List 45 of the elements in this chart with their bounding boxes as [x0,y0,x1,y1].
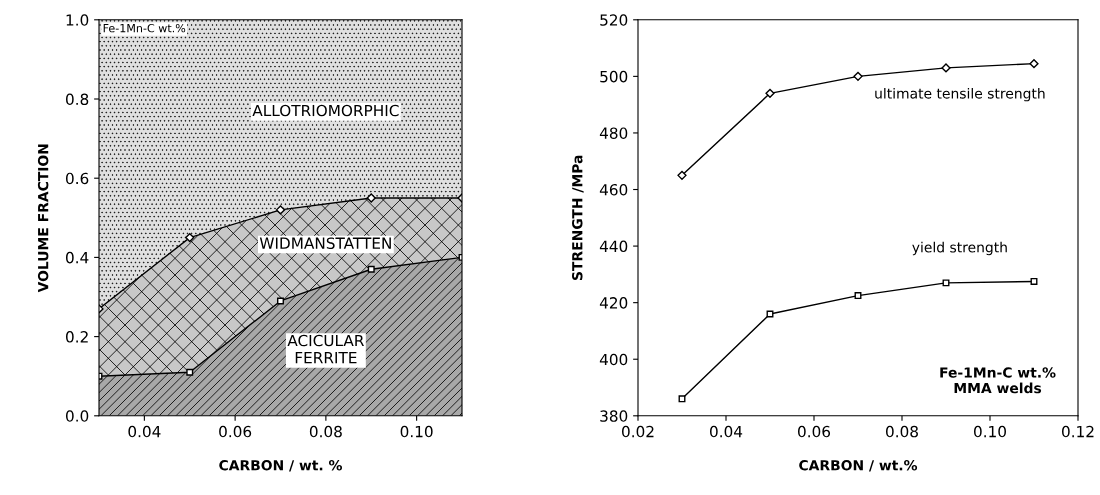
x-axis-title: CARBON / wt. % [219,460,343,472]
point [854,292,862,300]
x-tick-label: 0.04 [128,425,161,438]
x-tick-label: 0.10 [974,425,1006,438]
y-tick-label: 0.0 [65,410,89,422]
point [765,88,775,98]
series-label: ALLOTRIOMORPHIC [252,104,399,117]
x-tick-label: 0.08 [886,425,918,438]
y-tick-label: 1.0 [66,14,89,26]
y-tick-label: 460 [599,183,628,196]
x-tick-label: 0.06 [798,425,831,438]
y-axis-title: STRENGTH /MPa [572,155,584,281]
y-tick-label: 380 [600,410,628,422]
x-tick-label: 0.10 [400,425,433,438]
series-label: ultimate tensile strength [875,87,1045,102]
annotation: Fe-1Mn-C wt.% [103,23,186,33]
x-tick-label: 0.02 [622,425,654,438]
x-tick-label: 0.12 [1062,425,1094,438]
point [941,63,951,73]
y-tick-label: 420 [599,297,628,309]
x-tick-label: 0.08 [309,425,342,438]
series-label: ACICULAR FERRITE [287,334,364,364]
y-tick-label: 400 [599,353,628,366]
point [678,395,686,403]
y-tick-label: 0.2 [65,331,88,343]
point [677,170,687,180]
x-tick-label: 0.04 [710,425,743,438]
point [1030,277,1038,285]
y-tick-label: 0.8 [65,93,89,106]
annotation: Fe-1Mn-C wt.% MMA welds [940,367,1056,394]
x-axis-title: CARBON / wt.% [799,460,918,472]
y-axis-title: VOLUME FRACTION [37,144,49,293]
series-label: yield strength [912,241,1007,256]
x-tick-label: 0.06 [219,425,252,438]
y-tick-label: 0.4 [65,251,89,264]
point [853,71,863,81]
y-tick-label: 500 [600,70,628,83]
y-tick-label: 520 [600,14,628,26]
y-tick-label: 440 [599,240,628,253]
series-label: WIDMANSTATTEN [259,237,391,249]
point [1029,59,1039,69]
y-tick-label: 0.6 [65,172,89,185]
y-tick-label: 480 [599,127,628,139]
point [766,310,774,318]
point [942,279,950,287]
